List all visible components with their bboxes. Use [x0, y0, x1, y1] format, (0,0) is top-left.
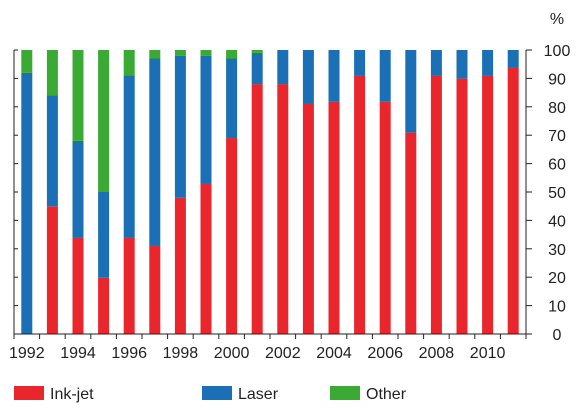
bar-ink-jet-2005: [354, 75, 366, 334]
bar-laser-2002: [277, 50, 289, 85]
y-tick-label-0: 0: [553, 327, 562, 344]
bar-ink-jet-2004: [328, 101, 340, 335]
bar-laser-2008: [430, 50, 442, 76]
bar-ink-jet-1994: [72, 237, 84, 334]
x-tick-label-2004: 2004: [316, 345, 352, 362]
legend: Ink-jet Laser Other: [14, 386, 407, 403]
bar-ink-jet-1996: [123, 237, 135, 334]
x-tick-label-1992: 1992: [9, 345, 45, 362]
bar-laser-2007: [405, 50, 417, 133]
bar-ink-jet-2007: [405, 132, 417, 334]
x-tick-label-2010: 2010: [470, 345, 506, 362]
x-tick-label-2006: 2006: [367, 345, 403, 362]
bar-other-2000: [226, 50, 238, 59]
y-tick-label-20: 20: [548, 270, 566, 287]
legend-label-other: Other: [366, 386, 407, 403]
bar-ink-jet-2003: [302, 103, 314, 335]
bar-other-1994: [72, 50, 84, 141]
bar-other-1997: [149, 50, 161, 59]
legend-label-ink-jet: Ink-jet: [50, 386, 94, 403]
plot-area: [21, 50, 519, 335]
bar-laser-1995: [98, 192, 110, 278]
bar-ink-jet-2002: [277, 84, 289, 334]
bar-other-1993: [46, 50, 58, 96]
bar-laser-2004: [328, 50, 340, 102]
y-tick-label-40: 40: [548, 213, 566, 230]
y-tick-label-10: 10: [548, 299, 566, 316]
y-tick-label-70: 70: [548, 128, 566, 145]
bar-ink-jet-2006: [379, 101, 391, 335]
x-tick-label-1996: 1996: [111, 345, 147, 362]
bar-laser-1998: [174, 55, 186, 198]
bar-ink-jet-1998: [174, 197, 186, 334]
bar-other-1995: [98, 50, 110, 192]
bar-ink-jet-1999: [200, 183, 212, 334]
bar-laser-1996: [123, 75, 135, 238]
bar-ink-jet-2011: [507, 67, 519, 334]
bar-other-1996: [123, 50, 135, 76]
bar-other-1999: [200, 50, 212, 56]
bar-other-1992: [21, 50, 33, 73]
legend-swatch-other: [330, 386, 360, 400]
bar-laser-1994: [72, 140, 84, 238]
bar-ink-jet-1995: [98, 277, 110, 334]
legend-swatch-ink-jet: [14, 386, 44, 400]
y-tick-label-50: 50: [548, 185, 566, 202]
bar-other-2001: [251, 50, 263, 53]
bar-other-1998: [174, 50, 186, 56]
y-tick-label-60: 60: [548, 157, 566, 174]
y-tick-label-100: 100: [544, 43, 571, 60]
bar-laser-2009: [456, 50, 468, 79]
bar-ink-jet-2010: [482, 75, 494, 334]
bar-laser-2010: [482, 50, 494, 76]
legend-label-laser: Laser: [238, 386, 279, 403]
bar-laser-2011: [507, 50, 519, 68]
bar-laser-1999: [200, 55, 212, 184]
y-tick-label-30: 30: [548, 242, 566, 259]
y-unit-label: %: [550, 11, 564, 28]
legend-swatch-laser: [202, 386, 232, 400]
x-tick-label-1998: 1998: [163, 345, 199, 362]
bar-laser-2006: [379, 50, 391, 102]
bar-ink-jet-2009: [456, 78, 468, 335]
x-tick-label-2000: 2000: [214, 345, 250, 362]
bar-laser-2005: [354, 50, 366, 76]
bar-ink-jet-2001: [251, 84, 263, 334]
x-tick-label-2002: 2002: [265, 345, 301, 362]
axes: 1992 1994 1996 1998 2000 2002 2004 2006 2008 2010…: [9, 43, 570, 362]
bar-ink-jet-1993: [46, 206, 58, 334]
bar-ink-jet-1997: [149, 245, 161, 334]
bar-laser-2003: [302, 50, 314, 104]
bar-laser-1993: [46, 95, 58, 207]
y-tick-label-80: 80: [548, 100, 566, 117]
bar-laser-2000: [226, 58, 238, 139]
bar-ink-jet-2008: [430, 75, 442, 334]
y-tick-label-90: 90: [548, 71, 566, 88]
bar-laser-1992: [21, 72, 33, 334]
bar-laser-1997: [149, 58, 161, 246]
bar-laser-2001: [251, 52, 263, 85]
x-tick-label-2008: 2008: [419, 345, 455, 362]
bar-ink-jet-2000: [226, 138, 238, 334]
x-tick-label-1994: 1994: [60, 345, 96, 362]
